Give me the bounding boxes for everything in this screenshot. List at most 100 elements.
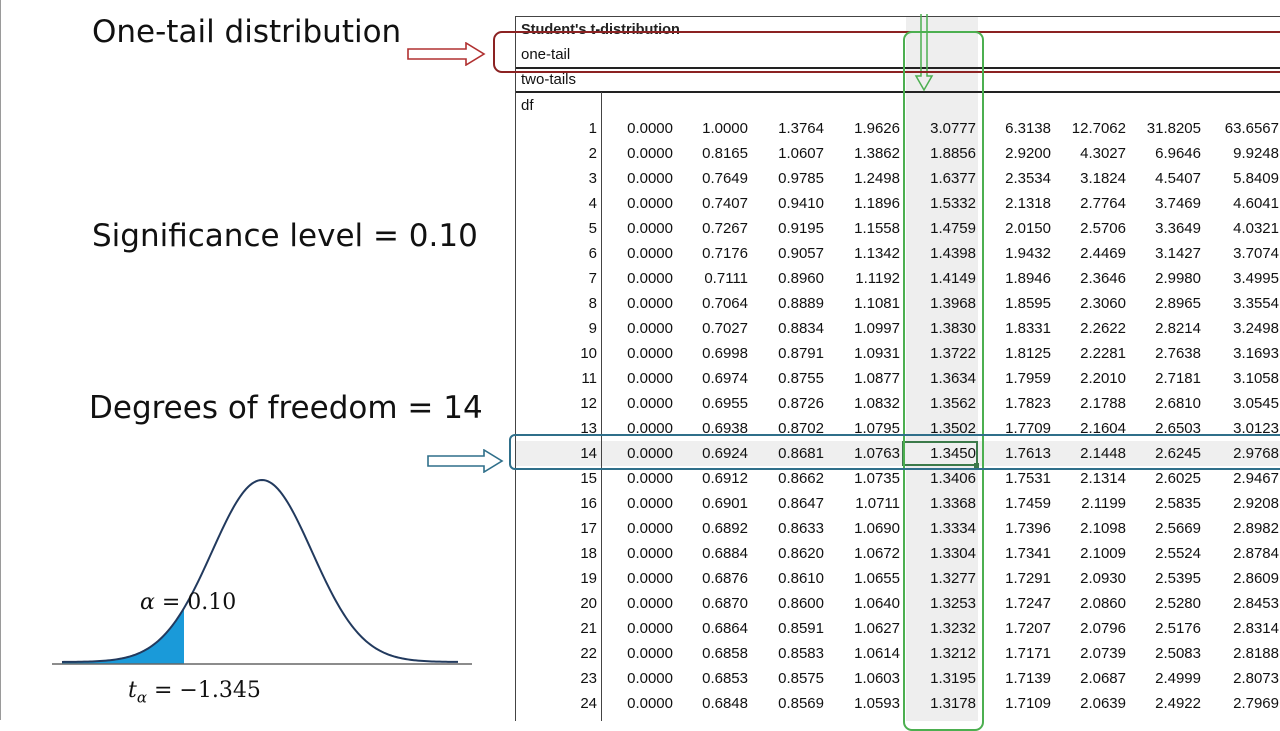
table-cell: 1.2498 — [854, 170, 900, 187]
df-value: 20 — [580, 595, 597, 612]
table-cell: 2.5395 — [1155, 570, 1201, 587]
table-cell: 31.8205 — [1146, 120, 1201, 137]
table-cell: 63.6567 — [1224, 120, 1279, 137]
table-cell: 1.3334 — [930, 520, 976, 537]
table-cell: 3.0545 — [1233, 395, 1279, 412]
table-row: 6 0.0000 0.7176 0.9057 1.1342 1.4398 1.9432 2.4… — [516, 241, 1280, 266]
alpha-value: = 0.10 — [161, 590, 237, 615]
table-cell: 1.7959 — [1005, 370, 1051, 387]
table-cell: 3.7074 — [1233, 245, 1279, 262]
table-cell: 0.0000 — [627, 495, 673, 512]
table-cell: 1.7613 — [1005, 445, 1051, 462]
table-cell: 0.6924 — [702, 445, 748, 462]
table-cell: 2.9200 — [1005, 145, 1051, 162]
table-row: 15 0.0000 0.6912 0.8662 1.0735 1.3406 1.7531 2.… — [516, 466, 1280, 491]
table-cell: 0.0000 — [627, 545, 673, 562]
table-cell: 0.6892 — [702, 520, 748, 537]
table-cell: 1.0690 — [854, 520, 900, 537]
df-value: 11 — [581, 370, 597, 387]
table-cell: 4.5407 — [1155, 170, 1201, 187]
table-cell: 2.0687 — [1080, 670, 1126, 687]
table-cell: 2.1788 — [1080, 395, 1126, 412]
table-cell: 0.0000 — [627, 520, 673, 537]
table-cell: 1.9626 — [854, 120, 900, 137]
t-symbol: t — [128, 678, 137, 703]
table-cell: 1.0607 — [778, 145, 824, 162]
table-cell: 0.6864 — [702, 620, 748, 637]
red-arrow-icon — [407, 42, 486, 66]
table-cell: 1.3862 — [854, 145, 900, 162]
df-header: df — [521, 97, 534, 114]
table-cell: 0.8791 — [778, 345, 824, 362]
table-cell: 1.8946 — [1005, 270, 1051, 287]
table-cell: 2.3534 — [1005, 170, 1051, 187]
table-cell: 2.0860 — [1080, 595, 1126, 612]
table-cell: 1.7291 — [1005, 570, 1051, 587]
significance-label: Significance level = 0.10 — [92, 218, 478, 254]
table-row: 24 0.0000 0.6848 0.8569 1.0593 1.3178 1.7109 2.… — [516, 691, 1280, 716]
df-value: 3 — [588, 170, 597, 187]
table-cell: 0.0000 — [627, 370, 673, 387]
cell-handle — [974, 463, 979, 468]
table-cell: 2.1314 — [1080, 470, 1126, 487]
df-value: 10 — [580, 345, 597, 362]
table-cell: 0.0000 — [627, 645, 673, 662]
table-cell: 0.8889 — [778, 295, 824, 312]
table-cell: 0.0000 — [627, 670, 673, 687]
table-cell: 1.7341 — [1005, 545, 1051, 562]
one-tail-highlight — [493, 31, 1280, 73]
df-value: 16 — [580, 495, 597, 512]
table-cell: 1.3368 — [930, 495, 976, 512]
table-cell: 0.6912 — [702, 470, 748, 487]
table-cell: 2.5280 — [1155, 595, 1201, 612]
table-cell: 1.7709 — [1005, 420, 1051, 437]
alpha-equation: α = 0.10 — [140, 590, 236, 615]
df-value: 7 — [588, 270, 597, 287]
table-cell: 0.8583 — [778, 645, 824, 662]
table-cell: 1.0763 — [854, 445, 900, 462]
table-row: 14 0.0000 0.6924 0.8681 1.0763 1.3450 1.7613 2.… — [516, 441, 1280, 466]
table-cell: 3.3554 — [1233, 295, 1279, 312]
table-cell: 2.6503 — [1155, 420, 1201, 437]
df-value: 19 — [580, 570, 597, 587]
table-cell: 0.6848 — [702, 695, 748, 712]
table-cell: 1.7531 — [1005, 470, 1051, 487]
table-cell: 1.3502 — [930, 420, 976, 437]
highlight-row — [516, 441, 1280, 466]
table-cell: 4.3027 — [1080, 145, 1126, 162]
table-cell: 3.3649 — [1155, 220, 1201, 237]
table-cell: 12.7062 — [1071, 120, 1126, 137]
table-row: 22 0.0000 0.6858 0.8583 1.0614 1.3212 1.7171 2.… — [516, 641, 1280, 666]
header-divider — [516, 67, 1280, 69]
table-cell: 0.0000 — [627, 270, 673, 287]
table-cell: 1.4759 — [930, 220, 976, 237]
table-row: 7 0.0000 0.7111 0.8960 1.1192 1.4149 1.8946 2.3… — [516, 266, 1280, 291]
table-row: 19 0.0000 0.6876 0.8610 1.0655 1.3277 1.7291 2.… — [516, 566, 1280, 591]
table-cell: 0.0000 — [627, 470, 673, 487]
table-cell: 0.6876 — [702, 570, 748, 587]
table-cell: 0.6853 — [702, 670, 748, 687]
table-cell: 1.0832 — [854, 395, 900, 412]
table-cell: 2.7969 — [1233, 695, 1279, 712]
table-cell: 0.8834 — [778, 320, 824, 337]
table-cell: 1.0603 — [854, 670, 900, 687]
df-value: 23 — [580, 670, 597, 687]
table-cell: 1.1081 — [854, 295, 900, 312]
table-cell: 1.8856 — [930, 145, 976, 162]
table-cell: 2.0930 — [1080, 570, 1126, 587]
table-cell: 0.0000 — [627, 320, 673, 337]
table-cell: 1.3764 — [778, 120, 824, 137]
dof-label: Degrees of freedom = 14 — [89, 390, 483, 426]
table-cell: 2.8784 — [1233, 545, 1279, 562]
table-cell: 2.9980 — [1155, 270, 1201, 287]
table-cell: 0.6884 — [702, 545, 748, 562]
table-cell: 0.9410 — [778, 195, 824, 212]
table-cell: 0.8755 — [778, 370, 824, 387]
table-cell: 1.0735 — [854, 470, 900, 487]
table-cell: 1.8595 — [1005, 295, 1051, 312]
table-cell: 2.0150 — [1005, 220, 1051, 237]
table-cell: 0.6955 — [702, 395, 748, 412]
table-cell: 1.3562 — [930, 395, 976, 412]
table-cell: 2.4922 — [1155, 695, 1201, 712]
table-cell: 0.8633 — [778, 520, 824, 537]
